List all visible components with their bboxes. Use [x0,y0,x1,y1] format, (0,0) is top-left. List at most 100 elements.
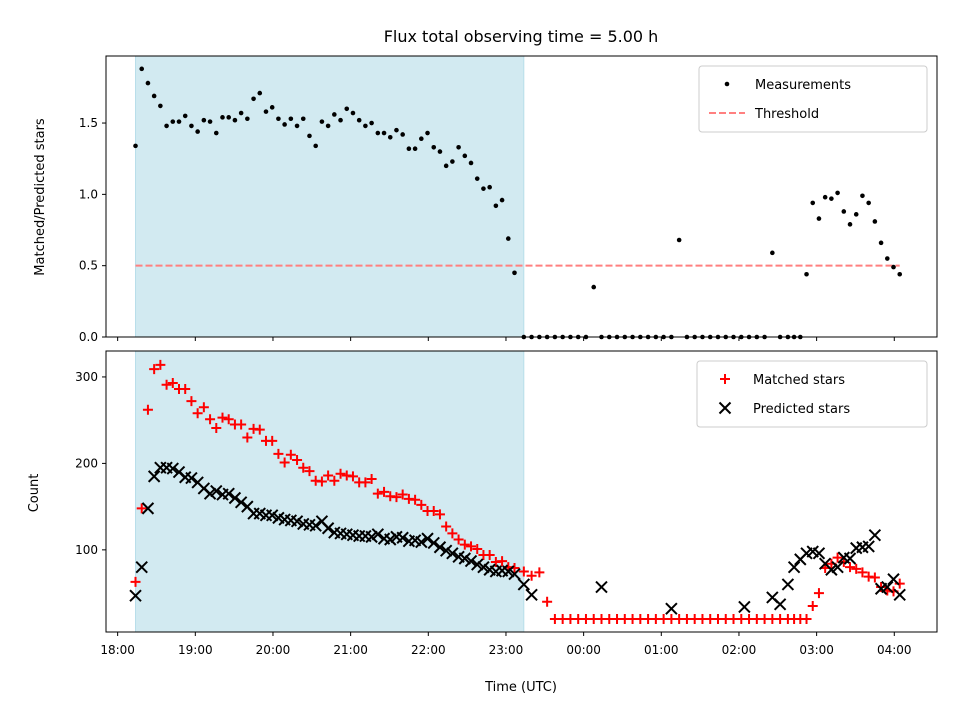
bottom-series-1-point-76 [825,563,838,576]
bottom-series-1-point-56 [477,560,490,574]
top-series-0-point-50 [443,163,449,169]
bottom-series-1-point-9 [185,471,198,485]
top-series-0-point-49 [437,149,443,154]
top-series-0-point-100 [810,200,816,206]
top-series-0-point-54 [468,160,474,166]
top-series-0-point-109 [866,200,871,206]
top-panel: 0.0 0.5 1.0 1.5 Measurements Threshold [79,55,938,344]
bottom-series-1-point-86 [887,573,900,586]
bottom-series-0-point-18 [242,432,253,443]
top-series-0-point-47 [425,130,430,136]
top-series-0-point-52 [456,144,461,150]
bottom-series-1-point-31 [321,522,335,535]
x-axis-label: Time (UTC) [484,680,557,695]
top-series-0-point-28 [307,133,312,139]
x-tick-label-0: 18:00 [100,643,135,657]
bottom-series-1-point-68 [773,598,787,611]
top-series-0-point-31 [325,123,331,129]
bottom-series-0-point-50 [441,521,452,532]
bottom-series-1-point-69 [781,578,795,591]
top-series-0-point-53 [462,153,468,159]
bottom-series-0-point-51 [447,528,458,539]
bottom-series-0-point-0 [130,576,141,587]
top-series-0-point-9 [189,123,194,129]
bottom-series-0-point-110 [869,572,880,583]
top-series-0-point-34 [344,106,350,112]
bottom-series-0-point-15 [223,414,234,425]
bottom-series-0-point-39 [372,488,383,499]
x-tick-label-3: 21:00 [333,643,368,657]
bottom-series-1-point-51 [446,547,459,560]
bottom-series-0-point-26 [292,454,303,465]
bottom-series-1-point-50 [439,544,453,557]
top-series-0-point-21 [263,109,269,114]
top-series-0-point-103 [829,196,834,201]
bottom-series-1-point-77 [831,560,844,574]
top-series-0-point-14 [220,115,225,120]
bottom-series-1-point-38 [365,530,378,544]
top-series-0-point-46 [419,136,424,142]
bottom-series-0-point-99 [801,614,812,625]
bottom-legend-swatch-1 [718,401,732,415]
bottom-series-0-point-48 [428,505,439,516]
bottom-series-0-point-14 [217,412,228,423]
bottom-series-0-point-57 [484,550,495,561]
bottom-series-1-point-65 [665,602,678,615]
bottom-series-0-point-37 [360,477,371,488]
x-tick-label-7: 01:00 [644,643,679,657]
x-tick-label-9: 03:00 [799,643,834,657]
top-series-0-point-1 [139,66,145,72]
bottom-series-1-point-70 [787,560,801,574]
bottom-series-0-point-45 [410,494,421,505]
bottom-series-0-point-59 [497,556,508,567]
bottom-legend: Matched stars Predicted stars [696,360,928,428]
top-series-0-point-30 [319,119,325,124]
top-series-0-point-56 [481,186,486,191]
top-series-0-point-101 [816,216,822,221]
bottom-series-0-point-35 [347,471,358,482]
top-series-0-point-99 [804,271,809,277]
top-series-0-point-44 [406,146,412,152]
top-series-0-point-11 [201,117,207,123]
bottom-series-1-point-64 [595,580,608,594]
bottom-series-0-point-8 [180,384,191,395]
bottom-series-1-point-0 [129,589,142,602]
top-series-0-point-17 [238,110,244,116]
bottom-series-0-point-111 [876,582,887,593]
top-series-0-point-108 [860,193,865,199]
top-series-0-point-106 [847,222,853,227]
bottom-series-0-point-107 [851,563,862,574]
top-legend: Measurements Threshold [698,65,928,133]
bottom-series-1-point-79 [843,552,857,565]
bottom-series-1-point-60 [502,565,515,578]
bottom-series-0-point-25 [285,449,296,460]
bottom-series-0-point-65 [542,596,553,607]
bottom-series-1-point-54 [464,554,478,568]
bottom-series-1-point-43 [396,531,409,544]
bottom-series-0-point-64 [534,567,545,578]
x-tick-label-6: 00:00 [566,643,601,657]
bottom-series-0-point-10 [192,408,203,419]
top-series-0-point-114 [897,271,903,277]
bottom-series-1-point-61 [508,567,521,581]
bottom-series-1-point-53 [458,552,472,565]
bottom-series-1-point-63 [525,588,538,602]
bottom-series-1-point-46 [415,535,428,549]
bottom-series-1-point-62 [517,578,531,591]
bottom-series-0-point-55 [472,543,483,554]
bottom-panel: 100 200 300 18:00 19:00 20:00 21:00 22:00 23:00 0… [75,350,938,657]
bottom-series-0-point-32 [329,475,340,486]
x-tick-label-4: 22:00 [411,643,446,657]
chart-title: Flux total observing time = 5.00 h [384,27,659,46]
top-series-0-point-18 [245,116,250,122]
top-axes-frame [105,55,938,338]
top-legend-label-0: Measurements [755,78,851,93]
top-series-0-point-35 [350,110,356,116]
bottom-series-0-point-62 [518,566,529,577]
top-series-0-point-45 [412,146,418,152]
bottom-series-0-point-1 [136,503,147,514]
bottom-series-1-point-2 [141,502,155,515]
top-series-0-point-37 [363,123,368,129]
top-series-0-point-41 [387,135,393,140]
